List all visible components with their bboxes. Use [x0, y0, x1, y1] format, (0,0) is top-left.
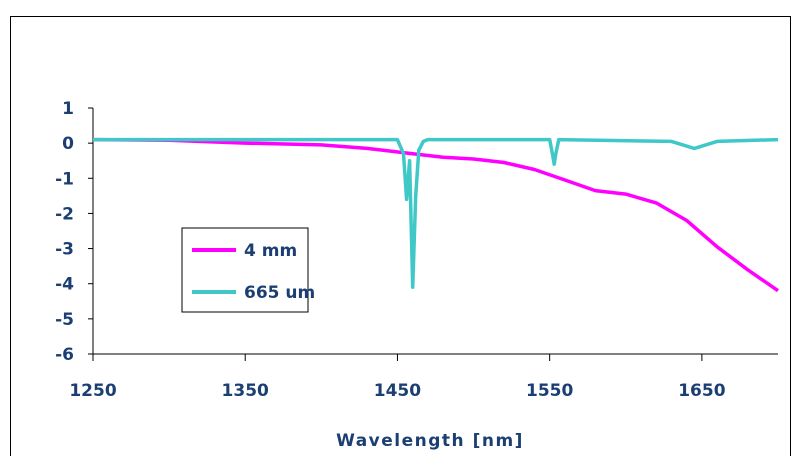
x-tick-label: 1450	[374, 381, 421, 401]
series-line-1	[93, 137, 779, 289]
y-tick-label: 0	[62, 134, 74, 154]
series-line-0	[92, 137, 779, 293]
x-tick-label: 1650	[678, 381, 725, 401]
chart-frame	[10, 16, 791, 456]
series-layer	[92, 137, 779, 293]
x-tick-label: 1550	[526, 381, 573, 401]
legend-label-4mm: 4 mm	[244, 241, 297, 261]
legend-box	[181, 227, 309, 313]
x-tick-label: 1350	[222, 381, 269, 401]
y-tick-label: -4	[55, 275, 74, 295]
y-tick-label: -5	[55, 310, 74, 330]
y-tick-label: -6	[55, 345, 74, 365]
y-tick-label: -3	[55, 240, 74, 260]
y-tick-label: -1	[55, 169, 74, 189]
legend-label-665um: 665 um	[244, 283, 315, 303]
y-tick-label: 1	[62, 99, 74, 119]
x-axis-title: Wavelength [nm]	[336, 431, 524, 451]
y-tick-label: -2	[55, 204, 74, 224]
x-tick-label: 1250	[69, 381, 116, 401]
axes: 1 0 -1 -2 -3 -4 -5 -6 1250 1350 1450 1550 1650	[55, 99, 778, 401]
legend: 4 mm 665 um	[181, 227, 315, 313]
